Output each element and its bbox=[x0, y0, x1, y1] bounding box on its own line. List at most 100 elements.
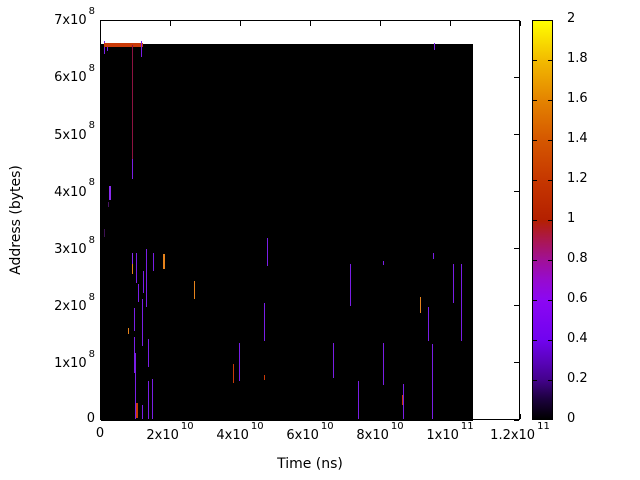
heatmap-streak bbox=[133, 307, 136, 331]
x-tick-mark bbox=[99, 21, 101, 26]
heatmap-streak bbox=[151, 378, 154, 419]
heatmap-data-region bbox=[101, 43, 474, 421]
heatmap-streak bbox=[232, 363, 235, 383]
colorbar-tick-mark bbox=[533, 139, 537, 141]
colorbar-tick-mark bbox=[533, 179, 537, 181]
heatmap-streak bbox=[147, 338, 150, 367]
y-tick-mark bbox=[101, 305, 106, 307]
colorbar-tick-mark bbox=[548, 139, 552, 141]
x-tick-mark bbox=[379, 414, 381, 419]
colorbar-tick-mark bbox=[548, 339, 552, 341]
heatmap-streak bbox=[106, 45, 109, 51]
colorbar-tick-label: 1.8 bbox=[567, 51, 588, 66]
heatmap-streak bbox=[461, 263, 463, 341]
heatmap-streak bbox=[131, 45, 134, 161]
heatmap-streak bbox=[402, 383, 405, 419]
y-tick-mark bbox=[514, 190, 519, 192]
y-tick-mark bbox=[514, 362, 519, 364]
heatmap-streak bbox=[103, 229, 105, 237]
heatmap-streak bbox=[133, 337, 136, 373]
x-tick-mark bbox=[519, 21, 521, 26]
x-tick-label: 6x1010 bbox=[286, 421, 334, 444]
colorbar-tick-label: 2 bbox=[567, 11, 576, 26]
heatmap-streak bbox=[131, 158, 134, 179]
y-tick-mark bbox=[101, 133, 106, 135]
heatmap-streak bbox=[145, 249, 148, 307]
heatmap-streak bbox=[357, 381, 360, 419]
heatmap-streak bbox=[134, 353, 137, 419]
heatmap-streak bbox=[127, 327, 130, 335]
heatmap-streak bbox=[263, 374, 266, 380]
y-tick-mark bbox=[101, 362, 106, 364]
colorbar-tick-label: 0.6 bbox=[567, 291, 588, 306]
x-tick-mark bbox=[239, 414, 241, 419]
y-tick-mark bbox=[514, 419, 519, 421]
colorbar-tick-mark bbox=[548, 259, 552, 261]
colorbar-tick-label: 1 bbox=[567, 211, 576, 226]
colorbar-tick-mark bbox=[548, 219, 552, 221]
colorbar-tick-label: 1.6 bbox=[567, 91, 588, 106]
heatmap-streak bbox=[135, 253, 138, 283]
heatmap-streak bbox=[332, 342, 335, 379]
heatmap-streak bbox=[452, 263, 455, 303]
colorbar-tick-mark bbox=[548, 59, 552, 61]
colorbar-tick-label: 0.8 bbox=[567, 251, 588, 266]
heatmap-streak bbox=[427, 306, 430, 341]
y-tick-mark bbox=[514, 248, 519, 250]
colorbar-tick-mark bbox=[548, 379, 552, 381]
colorbar-tick-mark bbox=[533, 219, 537, 221]
x-tick-mark bbox=[239, 21, 241, 26]
y-tick-mark bbox=[101, 248, 106, 250]
heatmap-streak bbox=[136, 402, 138, 419]
plot-frame bbox=[100, 20, 520, 421]
heatmap-streak bbox=[131, 253, 134, 264]
y-tick-mark bbox=[101, 419, 106, 421]
y-tick-mark bbox=[101, 76, 106, 78]
colorbar-tick-mark bbox=[533, 259, 537, 261]
heatmap-streak bbox=[147, 381, 150, 419]
x-tick-mark bbox=[379, 21, 381, 26]
heatmap-streak bbox=[432, 253, 435, 259]
heatmap-streak bbox=[263, 302, 266, 341]
colorbar-tick-label: 1.4 bbox=[567, 131, 588, 146]
heatmap-streak bbox=[142, 270, 145, 293]
x-tick-mark bbox=[309, 21, 311, 26]
y-tick-label: 6x108 bbox=[54, 63, 95, 86]
heatmap-streak bbox=[103, 41, 106, 55]
colorbar-tick-mark bbox=[533, 59, 537, 61]
y-tick-label: 3x108 bbox=[54, 234, 95, 257]
y-tick-mark bbox=[514, 76, 519, 78]
colorbar-tick-mark bbox=[533, 339, 537, 341]
colorbar bbox=[532, 20, 553, 420]
y-tick-label: 2x108 bbox=[54, 291, 95, 315]
x-tick-label: 4x1010 bbox=[216, 421, 264, 444]
x-tick-mark bbox=[519, 414, 521, 419]
heatmap-streak bbox=[433, 42, 436, 51]
colorbar-tick-mark bbox=[533, 99, 537, 101]
heatmap-streak bbox=[107, 202, 110, 208]
heatmap-streak bbox=[140, 41, 143, 57]
heatmap-streak bbox=[193, 281, 196, 299]
y-tick-label: 0 bbox=[86, 411, 95, 426]
y-tick-mark bbox=[514, 133, 519, 135]
heatmap-streak bbox=[109, 186, 111, 200]
heatmap-streak bbox=[382, 342, 385, 385]
y-tick-mark bbox=[101, 19, 106, 21]
y-tick-label: 5x108 bbox=[54, 120, 95, 143]
heatmap-streak bbox=[238, 342, 241, 381]
x-tick-label: 8x1010 bbox=[356, 421, 404, 444]
heatmap-streak bbox=[401, 394, 404, 405]
colorbar-tick-mark bbox=[548, 99, 552, 101]
heatmap-streak bbox=[419, 297, 422, 313]
x-tick-label: 0 bbox=[95, 426, 105, 441]
y-tick-mark bbox=[514, 19, 519, 21]
heatmap-streak bbox=[104, 43, 143, 47]
x-axis-title: Time (ns) bbox=[277, 456, 343, 472]
x-tick-label: 2x1010 bbox=[146, 421, 194, 444]
colorbar-tick-mark bbox=[548, 299, 552, 301]
heatmap-streak bbox=[431, 343, 434, 419]
x-tick-label: 1x1011 bbox=[426, 421, 474, 444]
colorbar-tick-label: 0.2 bbox=[567, 371, 588, 386]
x-tick-label: 1.2x1011 bbox=[490, 421, 550, 444]
